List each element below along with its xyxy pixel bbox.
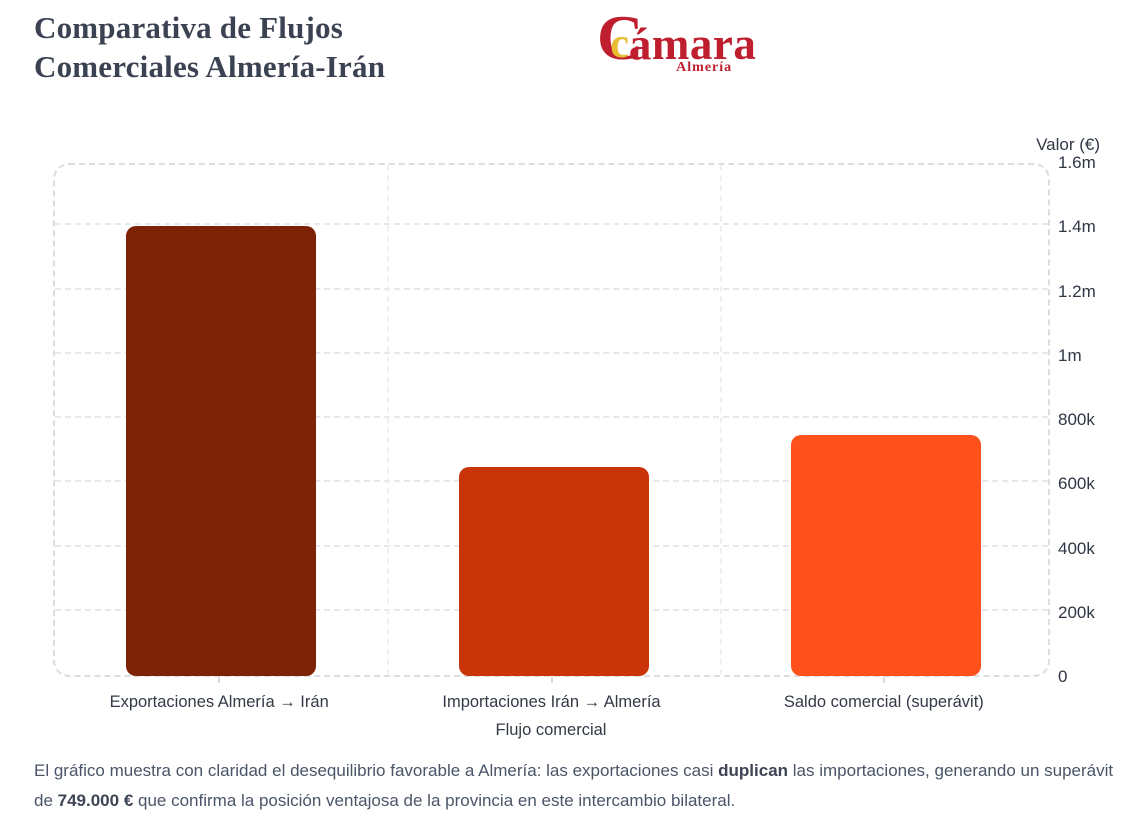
gridline-horizontal (55, 287, 1048, 290)
bar-1 (458, 467, 649, 676)
camara-almeria-logo: Ccámara Almería (597, 6, 756, 76)
bar-0 (126, 226, 317, 676)
bar-2 (790, 435, 981, 676)
gridline-horizontal (55, 351, 1048, 354)
y-tick-label: 600k (1058, 474, 1095, 494)
y-axis-title: Valor (€) (1036, 135, 1100, 154)
logo-wordmark-rest: ámara (628, 19, 757, 69)
chart-title: Comparativa de Flujos Comerciales Almerí… (34, 8, 385, 86)
x-tick-mark (882, 677, 885, 683)
caption-segment: El gráfico muestra con claridad el deseq… (34, 761, 719, 780)
caption-bold-segment: 749.000 € (57, 790, 134, 810)
x-axis-title: Flujo comercial (495, 721, 607, 739)
x-tick-label: Exportaciones Almería → Irán (109, 693, 329, 711)
y-tick-label: 0 (1058, 667, 1068, 686)
plot-area (53, 163, 1050, 677)
gridline-vertical (387, 165, 390, 675)
caption-segment: las importaciones, generando un superávi… (34, 761, 1114, 810)
caption: El gráfico muestra con claridad el deseq… (34, 756, 1114, 815)
y-tick-label: 1.2m (1058, 281, 1096, 301)
x-tick-mark (550, 677, 553, 683)
y-tick-label: 1.4m (1058, 217, 1096, 237)
chart-title-line2: Comerciales Almería-Irán (34, 49, 386, 84)
caption-segment: que confirma la posición ventajosa de la… (133, 790, 736, 810)
y-tick-label: 200k (1058, 602, 1095, 622)
logo-letter-C: C (597, 2, 644, 73)
y-tick-label: 800k (1058, 410, 1095, 429)
gridline-vertical (719, 165, 722, 675)
x-tick-label: Saldo comercial (superávit) (783, 693, 984, 711)
x-tick-label: Importaciones Irán → Almería (442, 693, 661, 711)
logo-subtitle: Almería (676, 60, 733, 75)
gridline-horizontal (55, 223, 1048, 226)
caption-bold-segment: duplican (718, 761, 789, 780)
y-tick-label: 400k (1058, 538, 1095, 558)
y-tick-label: 1m (1058, 345, 1082, 365)
y-tick-label: 1.6m (1058, 153, 1096, 172)
gridline-horizontal (55, 416, 1048, 418)
logo-letter-c-yellow: c (610, 21, 629, 67)
x-tick-mark (218, 677, 221, 683)
logo-wordmark: Ccámara (597, 6, 756, 70)
chart-title-line1: Comparativa de Flujos (34, 10, 344, 45)
